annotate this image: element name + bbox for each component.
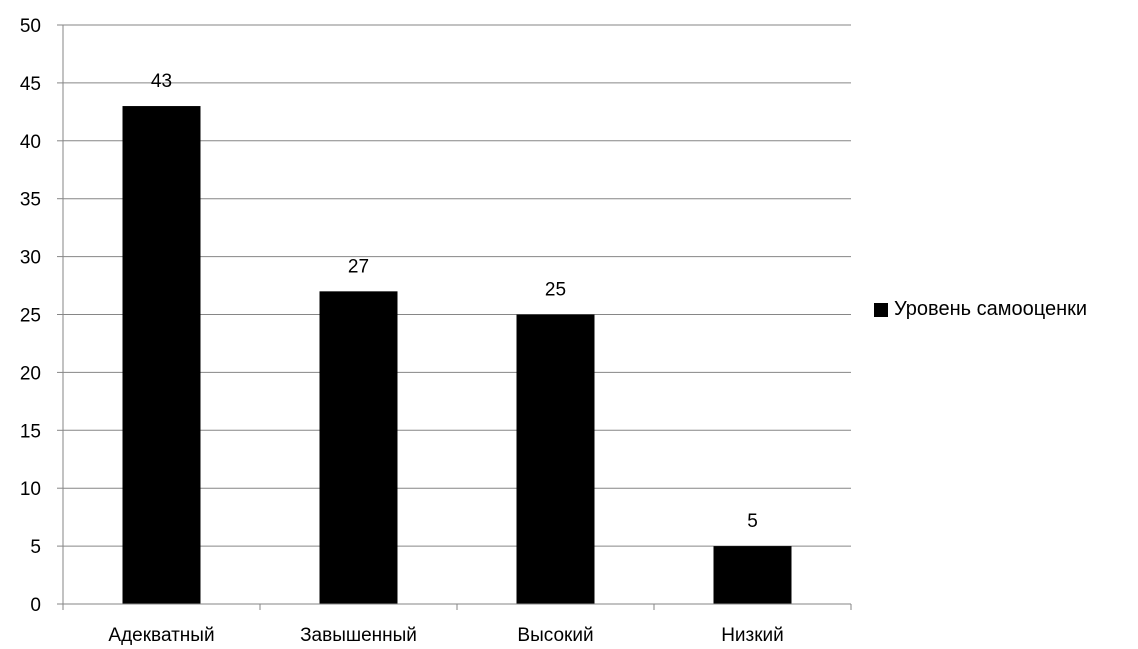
legend-label: Уровень самооценки	[894, 298, 1088, 320]
y-tick-label: 35	[20, 190, 41, 211]
axes	[62, 25, 852, 610]
data-label: 43	[151, 71, 172, 92]
x-tick-label: Низкий	[721, 625, 784, 646]
bar	[516, 314, 595, 604]
y-axis-ticks: 0 5 10 15 20 25 30 35 40 45 50	[20, 16, 63, 616]
y-tick-label: 45	[20, 74, 41, 95]
y-tick-label: 25	[20, 306, 41, 327]
data-label: 5	[747, 511, 758, 532]
x-tick-label: Завышенный	[300, 625, 417, 646]
bar	[713, 546, 792, 604]
y-tick-label: 50	[20, 16, 41, 37]
y-tick-label: 15	[20, 421, 41, 442]
legend: Уровень самооценки	[874, 298, 1087, 321]
bar	[319, 291, 398, 604]
x-tick-label: Высокий	[517, 625, 593, 646]
y-tick-label: 30	[20, 248, 41, 269]
y-tick-label: 10	[20, 479, 41, 500]
data-labels: 43 27 25 5	[151, 71, 758, 532]
data-label: 27	[348, 256, 369, 277]
x-axis-labels: Адекватный Завышенный Высокий Низкий	[108, 625, 783, 646]
y-tick-label: 20	[20, 363, 41, 384]
y-tick-label: 5	[30, 537, 41, 558]
data-label: 25	[545, 280, 566, 301]
x-tick-label: Адекватный	[108, 625, 214, 646]
legend-swatch	[874, 302, 888, 317]
bar	[122, 106, 201, 604]
bars	[122, 106, 792, 604]
y-tick-label: 0	[30, 595, 41, 616]
y-tick-label: 40	[20, 132, 41, 153]
